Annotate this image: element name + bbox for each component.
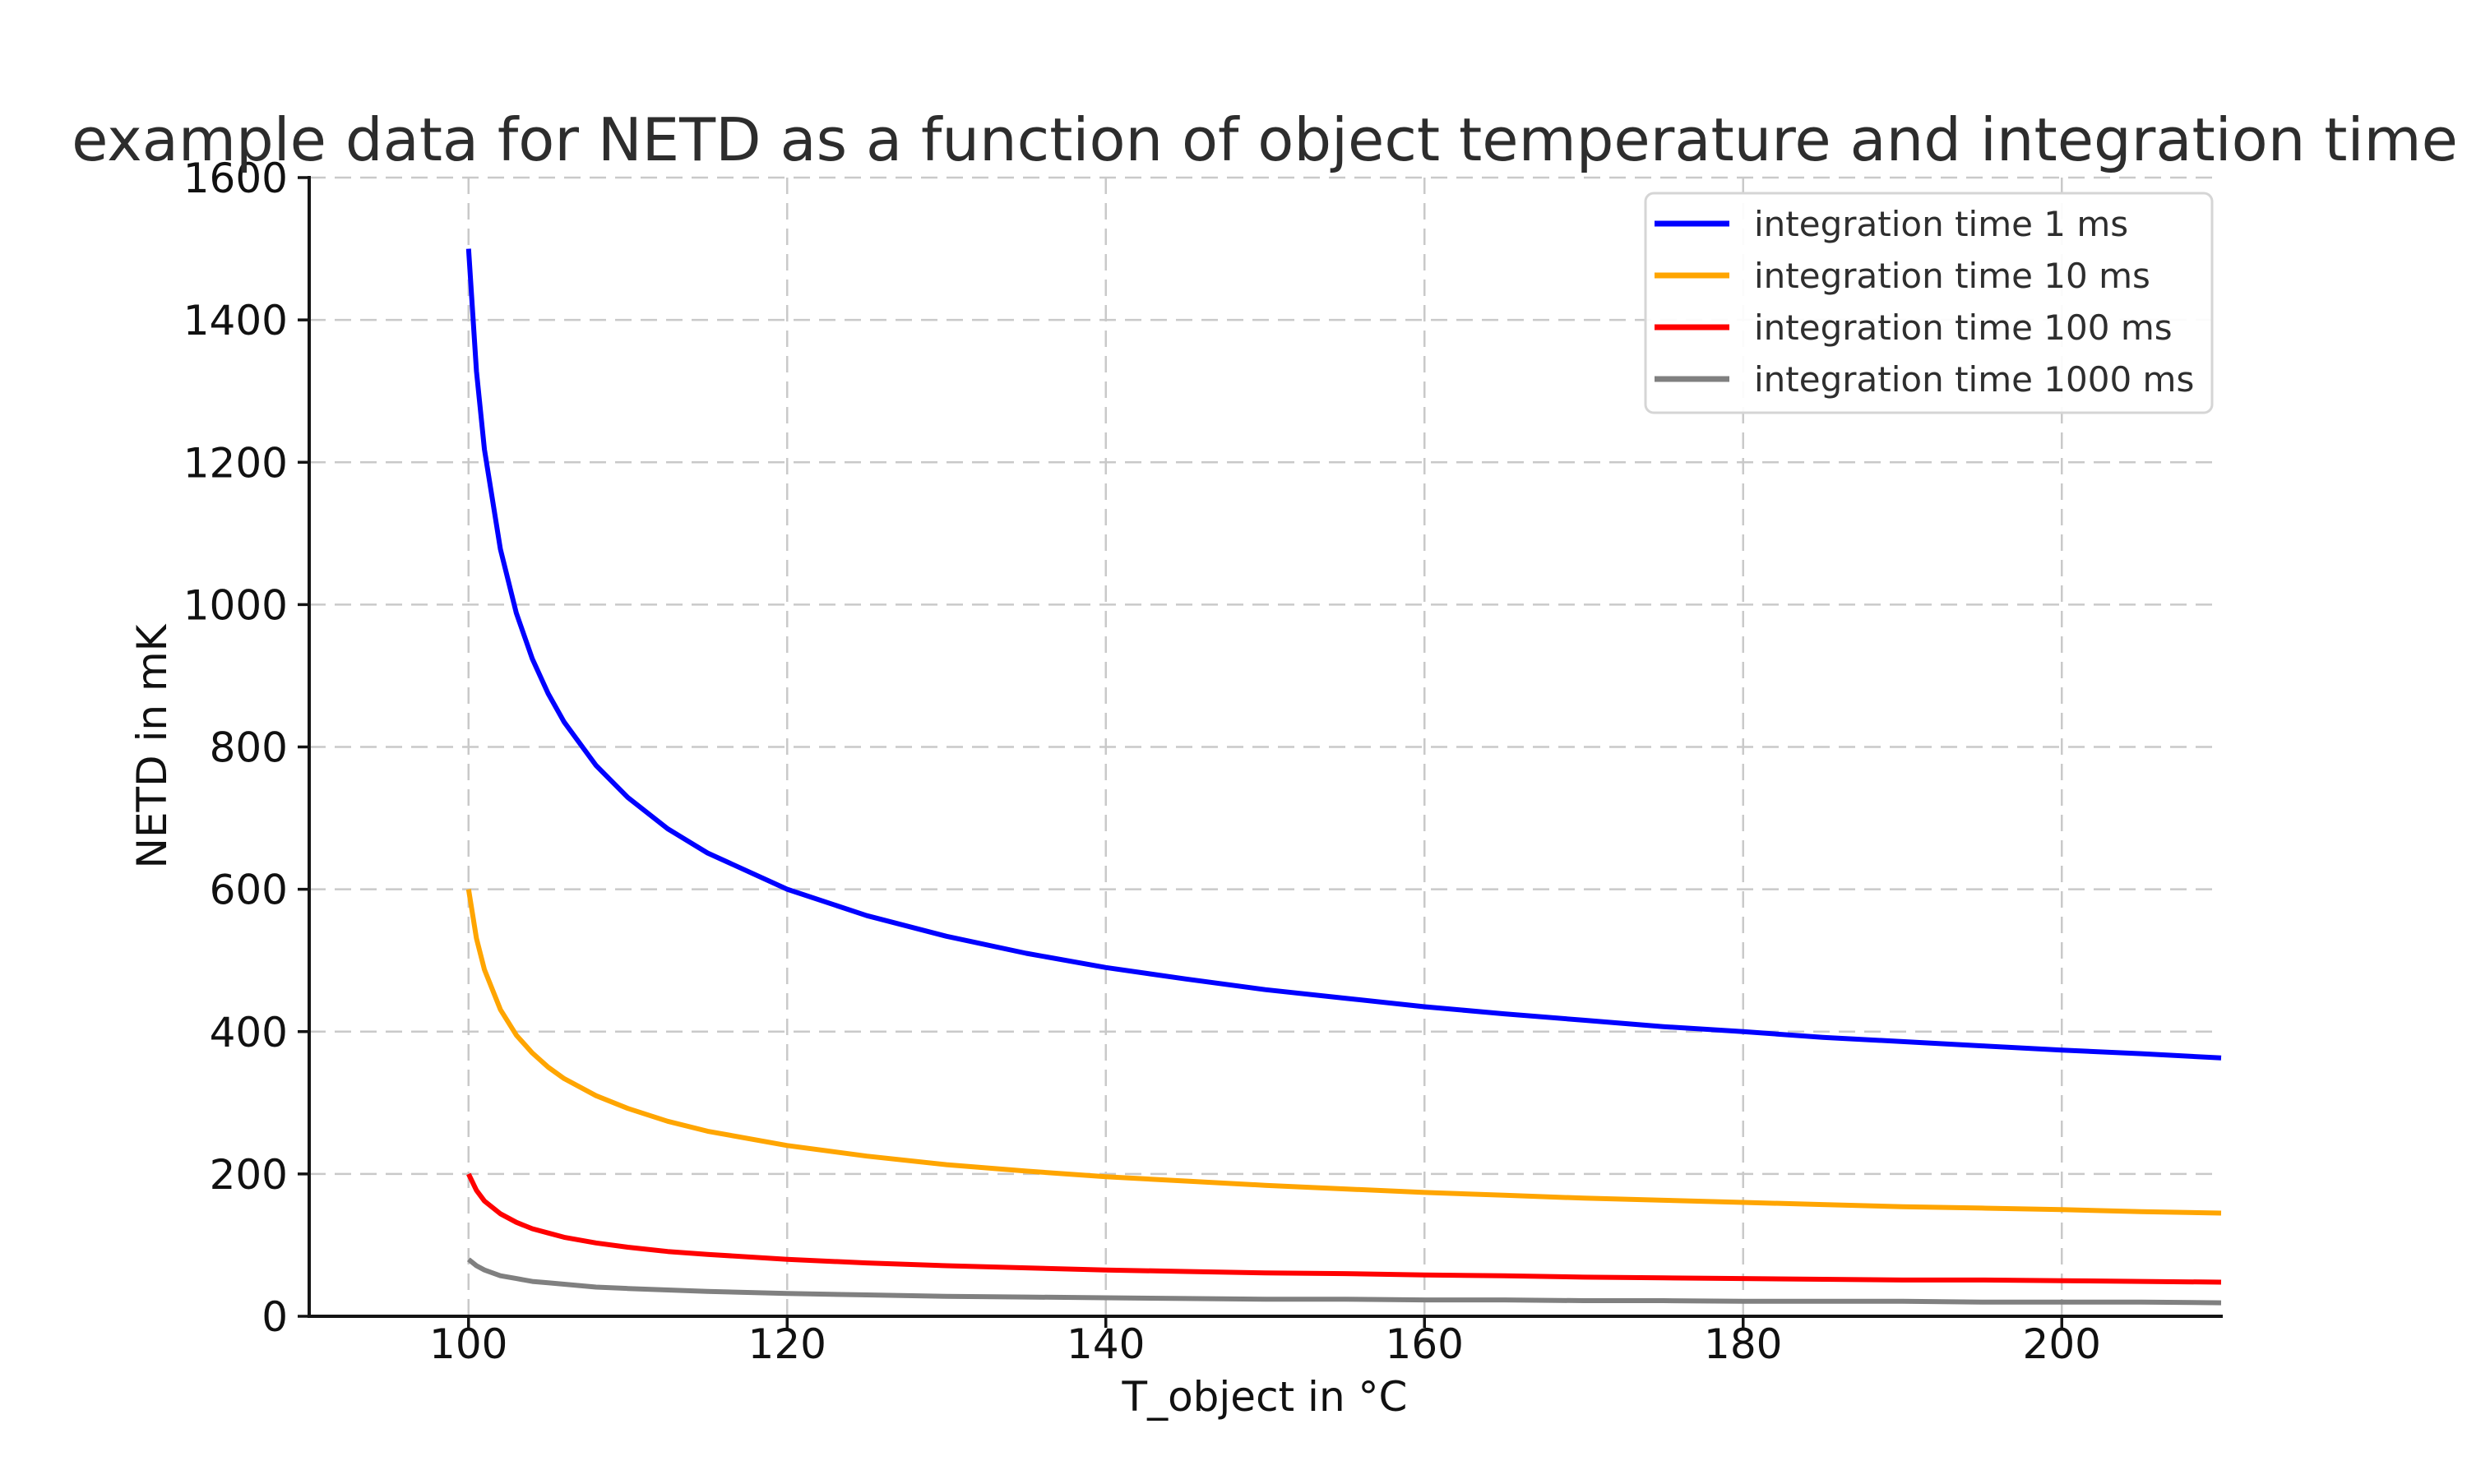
x-tick-label-200: 200 <box>2023 1320 2101 1368</box>
x-tick-label-120: 120 <box>748 1320 826 1368</box>
x-tick-label-140: 140 <box>1067 1320 1145 1368</box>
legend-label-integration-time-1-ms: integration time 1 ms <box>1754 204 2128 244</box>
legend-label-integration-time-100-ms: integration time 100 ms <box>1754 307 2173 348</box>
series-line-integration-time-100-ms <box>466 1172 2222 1285</box>
x-tick-label-160: 160 <box>1386 1320 1464 1368</box>
series-line-integration-time-1000-ms <box>466 1257 2222 1306</box>
y-tick-label-800: 800 <box>210 724 288 772</box>
y-tick-label-1200: 1200 <box>183 439 288 487</box>
chart-title: example data for NETD as a function of o… <box>72 105 2458 174</box>
y-tick-label-1000: 1000 <box>183 581 288 629</box>
x-axis-ticks: 100 120 140 160 180 200 <box>429 1316 2101 1368</box>
series-line-integration-time-1-ms <box>465 248 2222 1061</box>
data-series <box>465 248 2222 1306</box>
y-tick-label-1600: 1600 <box>183 155 288 202</box>
legend-label-integration-time-1000-ms: integration time 1000 ms <box>1754 359 2194 400</box>
y-tick-label-200: 200 <box>210 1151 288 1199</box>
x-tick-label-100: 100 <box>429 1320 507 1368</box>
x-axis-label: T_object in °C <box>1122 1373 1408 1421</box>
y-tick-label-0: 0 <box>262 1293 288 1341</box>
y-tick-label-600: 600 <box>210 867 288 914</box>
legend-frame <box>1644 192 2214 414</box>
series-line-integration-time-10-ms <box>465 889 2222 1216</box>
y-tick-label-400: 400 <box>210 1009 288 1056</box>
legend: integration time 1 ms integration time 10… <box>1644 192 2214 414</box>
y-axis-ticks: 0 200 400 600 800 1000 1200 1400 1600 <box>183 155 309 1341</box>
axes: 100 120 140 160 180 200 0 200 400 600 800 1000 1200… <box>183 155 2223 1368</box>
y-tick-label-1400: 1400 <box>183 297 288 344</box>
y-axis-label: NETD in mK <box>128 623 176 868</box>
x-tick-label-180: 180 <box>1704 1320 1782 1368</box>
legend-label-integration-time-10-ms: integration time 10 ms <box>1754 256 2150 296</box>
